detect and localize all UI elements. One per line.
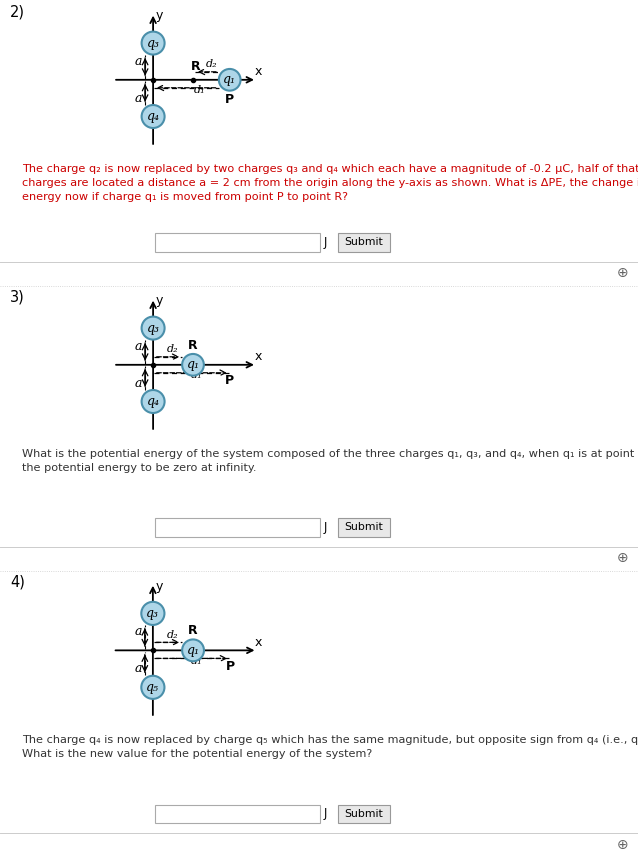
Text: q₅: q₅ [146,680,160,694]
Text: q₃: q₃ [147,321,160,334]
Text: R: R [188,624,198,638]
Text: q₄: q₄ [147,395,160,408]
Text: J: J [324,807,327,820]
FancyBboxPatch shape [155,805,320,824]
Text: a: a [135,92,142,105]
Circle shape [142,390,165,413]
Text: Submit: Submit [345,237,383,248]
Text: The charge q₄ is now replaced by charge q₅ which has the same magnitude, but opp: The charge q₄ is now replaced by charge … [22,734,638,758]
Text: 4): 4) [10,574,25,590]
Text: a: a [135,340,142,353]
Text: P: P [225,375,234,387]
FancyBboxPatch shape [155,518,320,536]
Circle shape [142,316,165,339]
Text: d₁: d₁ [193,86,205,95]
FancyBboxPatch shape [338,805,390,824]
Circle shape [141,676,165,699]
FancyBboxPatch shape [338,518,390,536]
Text: x: x [255,350,262,363]
Text: a: a [135,626,142,638]
Text: J: J [324,236,327,249]
Text: What is the potential energy of the system composed of the three charges q₁, q₃,: What is the potential energy of the syst… [22,449,638,473]
Text: R: R [188,339,198,351]
Text: d₂: d₂ [205,59,217,69]
Text: y: y [156,579,163,592]
Text: x: x [255,65,262,78]
Text: ⊕: ⊕ [617,838,628,853]
Text: d₁: d₁ [191,656,202,666]
Text: d₁: d₁ [190,370,202,381]
Text: d₂: d₂ [167,630,179,639]
Text: q₁: q₁ [186,358,200,371]
Text: R: R [191,60,200,73]
Circle shape [142,105,165,128]
Text: 2): 2) [10,4,26,20]
FancyBboxPatch shape [338,233,390,251]
Text: a: a [135,662,142,675]
Text: q₃: q₃ [146,607,160,620]
Circle shape [141,602,165,625]
Circle shape [142,32,165,55]
Text: x: x [255,636,262,649]
Circle shape [219,69,241,91]
Text: d₂: d₂ [167,344,179,354]
Text: q₃: q₃ [147,37,160,50]
Text: J: J [324,521,327,534]
Text: a: a [135,55,142,68]
Text: q₁: q₁ [186,644,200,656]
Text: q₄: q₄ [147,110,160,123]
Text: 3): 3) [10,290,25,304]
Text: Submit: Submit [345,809,383,819]
FancyBboxPatch shape [155,233,320,251]
Text: q₁: q₁ [223,74,236,87]
Circle shape [182,354,204,375]
Circle shape [182,639,204,662]
Text: ⊕: ⊕ [617,267,628,280]
Text: a: a [135,377,142,390]
Text: The charge q₂ is now replaced by two charges q₃ and q₄ which each have a magnitu: The charge q₂ is now replaced by two cha… [22,164,638,201]
Text: y: y [156,295,163,308]
Text: ⊕: ⊕ [617,551,628,566]
Text: y: y [156,9,163,22]
Text: P: P [225,93,234,106]
Text: Submit: Submit [345,522,383,532]
Text: P: P [225,660,235,673]
